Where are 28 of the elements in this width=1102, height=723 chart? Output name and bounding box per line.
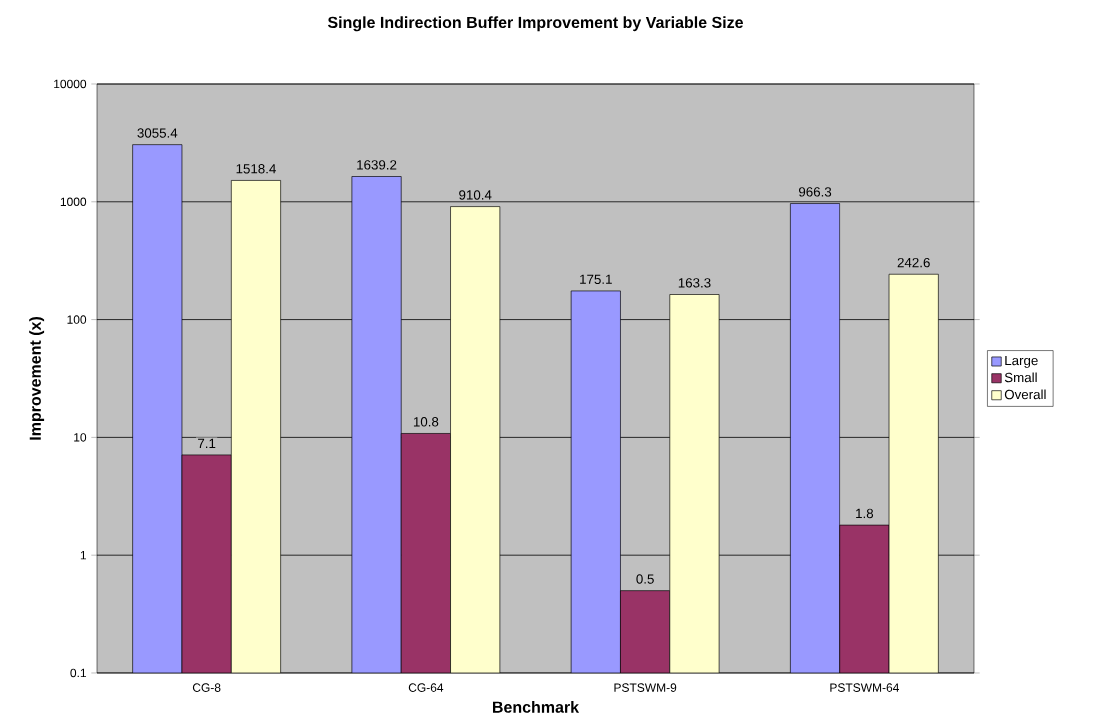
data-label: 242.6 [897,257,930,268]
x-tick-label: PSTSWM-64 [830,683,900,692]
legend-label: Overall [1004,389,1046,400]
y-axis-title: Improvement (x) [29,317,45,440]
y-tick-label: 10 [74,433,87,442]
y-tick-label: 1000 [60,197,87,207]
data-label: 175.1 [580,274,612,284]
data-label: 0.5 [636,574,654,584]
x-tick-label: CG-8 [192,683,221,692]
y-tick-label: 100 [67,315,87,324]
data-label: 10.8 [413,417,439,427]
data-label: 3055.4 [137,128,178,138]
y-tick-label: 10000 [54,79,87,89]
data-label: 1.8 [856,508,874,519]
chart-title: Single Indirection Buffer Improvement by Variable Size [327,16,743,32]
x-tick-label: PSTSWM-9 [614,683,677,692]
y-tick-label: 1 [80,551,87,560]
data-label: 1518.4 [236,164,276,174]
x-axis-title: Benchmark [493,701,580,713]
data-label: 163.3 [678,278,711,288]
legend-label: Large [1005,355,1038,368]
legend-label: Small [1004,372,1037,383]
data-label: 966.3 [798,187,832,197]
data-label: 910.4 [459,190,492,200]
x-tick-label: CG-64 [408,683,444,692]
y-tick-label: 0.1 [70,668,87,678]
data-label: 7.1 [198,438,216,448]
data-label: 1639.2 [357,160,397,170]
